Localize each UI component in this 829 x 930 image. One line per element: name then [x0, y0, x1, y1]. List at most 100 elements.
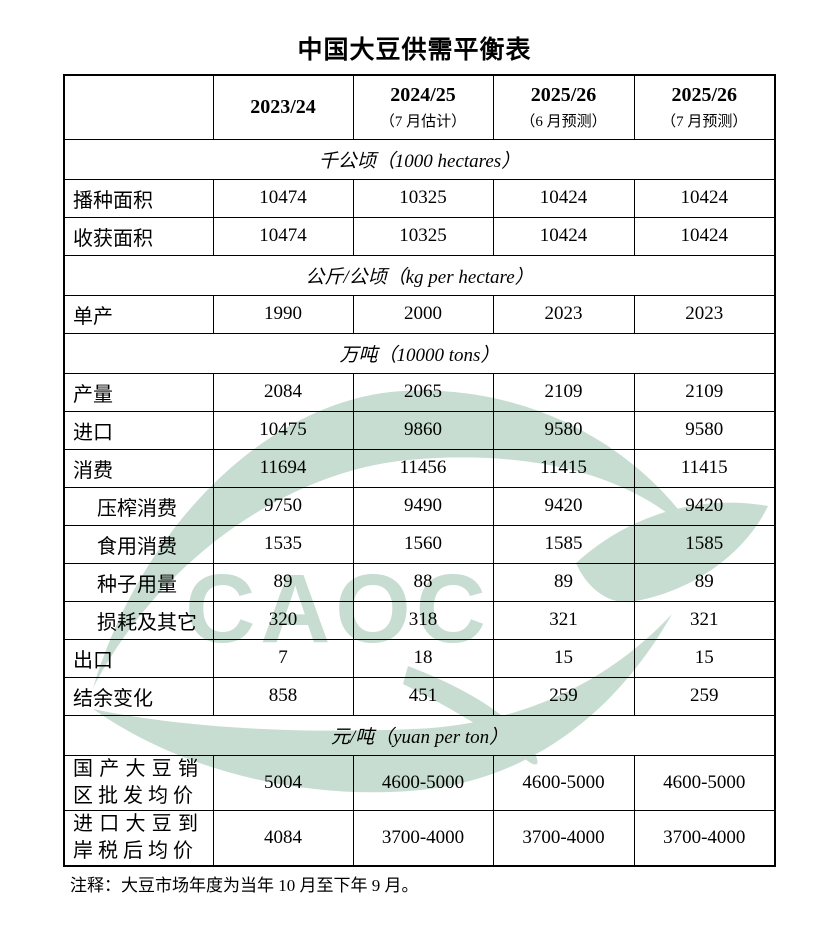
- col-header-3: 2025/26 （6 月预测）: [492, 74, 635, 140]
- table-row: 消费 11694 11456 11415 11415: [63, 448, 776, 488]
- cell-value: 9580: [492, 410, 635, 450]
- cell-value: 320: [212, 600, 354, 640]
- col-header-4: 2025/26 （7 月预测）: [633, 74, 776, 140]
- section-header: 公斤/公顷（kg per hectare）: [63, 254, 776, 296]
- cell-value: 2084: [212, 372, 354, 412]
- row-label: 进口: [63, 410, 214, 450]
- cell-value: 18: [352, 638, 494, 678]
- row-label: 播种面积: [63, 178, 214, 218]
- cell-value: 9490: [352, 486, 494, 526]
- cell-value: 10325: [352, 216, 494, 256]
- col-header-subnote: （6 月预测）: [520, 114, 607, 131]
- table-row: 产量 2084 2065 2109 2109: [63, 372, 776, 412]
- table-row: 食用消费 1535 1560 1585 1585: [63, 524, 776, 564]
- cell-value: 10474: [212, 216, 354, 256]
- row-label: 压榨消费: [63, 486, 214, 526]
- cell-value: 1535: [212, 524, 354, 564]
- section-row: 元/吨（yuan per ton）: [63, 714, 776, 756]
- row-label-text: 进口大豆到岸税后均价: [73, 812, 203, 862]
- table-row: 国产大豆销区批发均价 5004 4600-5000 4600-5000 4600-500…: [63, 754, 776, 811]
- cell-value: 88: [352, 562, 494, 602]
- supply-demand-table: 2023/24 2024/25 （7 月估计） 2025/26 （6 月预测） 2025/…: [63, 74, 776, 867]
- col-header-year: 2023/24: [250, 96, 316, 119]
- cell-value: 1585: [492, 524, 635, 564]
- row-label: 种子用量: [63, 562, 214, 602]
- col-header-year: 2025/26: [530, 84, 597, 107]
- section-header: 元/吨（yuan per ton）: [63, 714, 776, 756]
- row-label: 国产大豆销区批发均价: [63, 754, 214, 811]
- cell-value: 89: [212, 562, 354, 602]
- cell-value: 89: [633, 562, 776, 602]
- col-header-subnote: （7 月预测）: [661, 114, 748, 131]
- header-row: 2023/24 2024/25 （7 月估计） 2025/26 （6 月预测） 2025/…: [63, 74, 776, 140]
- section-row: 千公顷（1000 hectares）: [63, 138, 776, 180]
- cell-value: 10474: [212, 178, 354, 218]
- cell-value: 15: [633, 638, 776, 678]
- page-title: 中国大豆供需平衡表: [297, 36, 532, 64]
- table-row: 进口大豆到岸税后均价 4084 3700-4000 3700-4000 3700-400…: [63, 809, 776, 866]
- cell-value: 10424: [633, 216, 776, 256]
- cell-value: 4600-5000: [633, 754, 776, 811]
- row-label-text: 国产大豆销区批发均价: [73, 757, 203, 807]
- cell-value: 318: [352, 600, 494, 640]
- cell-value: 259: [633, 676, 776, 716]
- cell-value: 9860: [352, 410, 494, 450]
- cell-value: 9580: [633, 410, 776, 450]
- row-label: 单产: [63, 294, 214, 334]
- table-header: 2023/24 2024/25 （7 月估计） 2025/26 （6 月预测） 2025/…: [63, 74, 776, 140]
- footnote: 注释：大豆市场年度为当年 10 月至下年 9 月。: [70, 876, 419, 895]
- table-row: 压榨消费 9750 9490 9420 9420: [63, 486, 776, 526]
- cell-value: 321: [492, 600, 635, 640]
- col-header-2: 2024/25 （7 月估计）: [352, 74, 494, 140]
- col-header-year: 2025/26: [671, 84, 738, 107]
- table-row: 单产 1990 2000 2023 2023: [63, 294, 776, 334]
- table-row: 收获面积 10474 10325 10424 10424: [63, 216, 776, 256]
- cell-value: 451: [352, 676, 494, 716]
- row-label: 结余变化: [63, 676, 214, 716]
- cell-value: 11415: [492, 448, 635, 488]
- cell-value: 2000: [352, 294, 494, 334]
- table-row: 出口 7 18 15 15: [63, 638, 776, 678]
- table-row: 播种面积 10474 10325 10424 10424: [63, 178, 776, 218]
- cell-value: 2023: [492, 294, 635, 334]
- cell-value: 2065: [352, 372, 494, 412]
- cell-value: 1560: [352, 524, 494, 564]
- cell-value: 321: [633, 600, 776, 640]
- cell-value: 4600-5000: [352, 754, 494, 811]
- cell-value: 9750: [212, 486, 354, 526]
- cell-value: 1585: [633, 524, 776, 564]
- col-header-subnote: （7 月估计）: [379, 114, 467, 131]
- col-header-year: 2024/25: [390, 84, 456, 107]
- cell-value: 858: [212, 676, 354, 716]
- table-body: 千公顷（1000 hectares） 播种面积 10474 10325 10424 104…: [63, 138, 776, 866]
- row-label: 收获面积: [63, 216, 214, 256]
- table-row: 进口 10475 9860 9580 9580: [63, 410, 776, 450]
- cell-value: 9420: [492, 486, 635, 526]
- cell-value: 10424: [492, 178, 635, 218]
- row-label: 食用消费: [63, 524, 214, 564]
- cell-value: 2109: [492, 372, 635, 412]
- row-label: 损耗及其它: [63, 600, 214, 640]
- cell-value: 4600-5000: [492, 754, 635, 811]
- cell-value: 1990: [212, 294, 354, 334]
- cell-value: 4084: [212, 809, 354, 866]
- cell-value: 11456: [352, 448, 494, 488]
- cell-value: 10325: [352, 178, 494, 218]
- col-header-1: 2023/24: [212, 74, 354, 140]
- cell-value: 10475: [212, 410, 354, 450]
- cell-value: 2023: [633, 294, 776, 334]
- cell-value: 10424: [633, 178, 776, 218]
- cell-value: 89: [492, 562, 635, 602]
- cell-value: 15: [492, 638, 635, 678]
- table-row: 结余变化 858 451 259 259: [63, 676, 776, 716]
- row-label: 消费: [63, 448, 214, 488]
- cell-value: 3700-4000: [352, 809, 494, 866]
- row-label: 产量: [63, 372, 214, 412]
- section-row: 万吨（10000 tons）: [63, 332, 776, 374]
- table-row: 种子用量 89 88 89 89: [63, 562, 776, 602]
- cell-value: 9420: [633, 486, 776, 526]
- section-header: 千公顷（1000 hectares）: [63, 138, 776, 180]
- cell-value: 3700-4000: [492, 809, 635, 866]
- cell-value: 259: [492, 676, 635, 716]
